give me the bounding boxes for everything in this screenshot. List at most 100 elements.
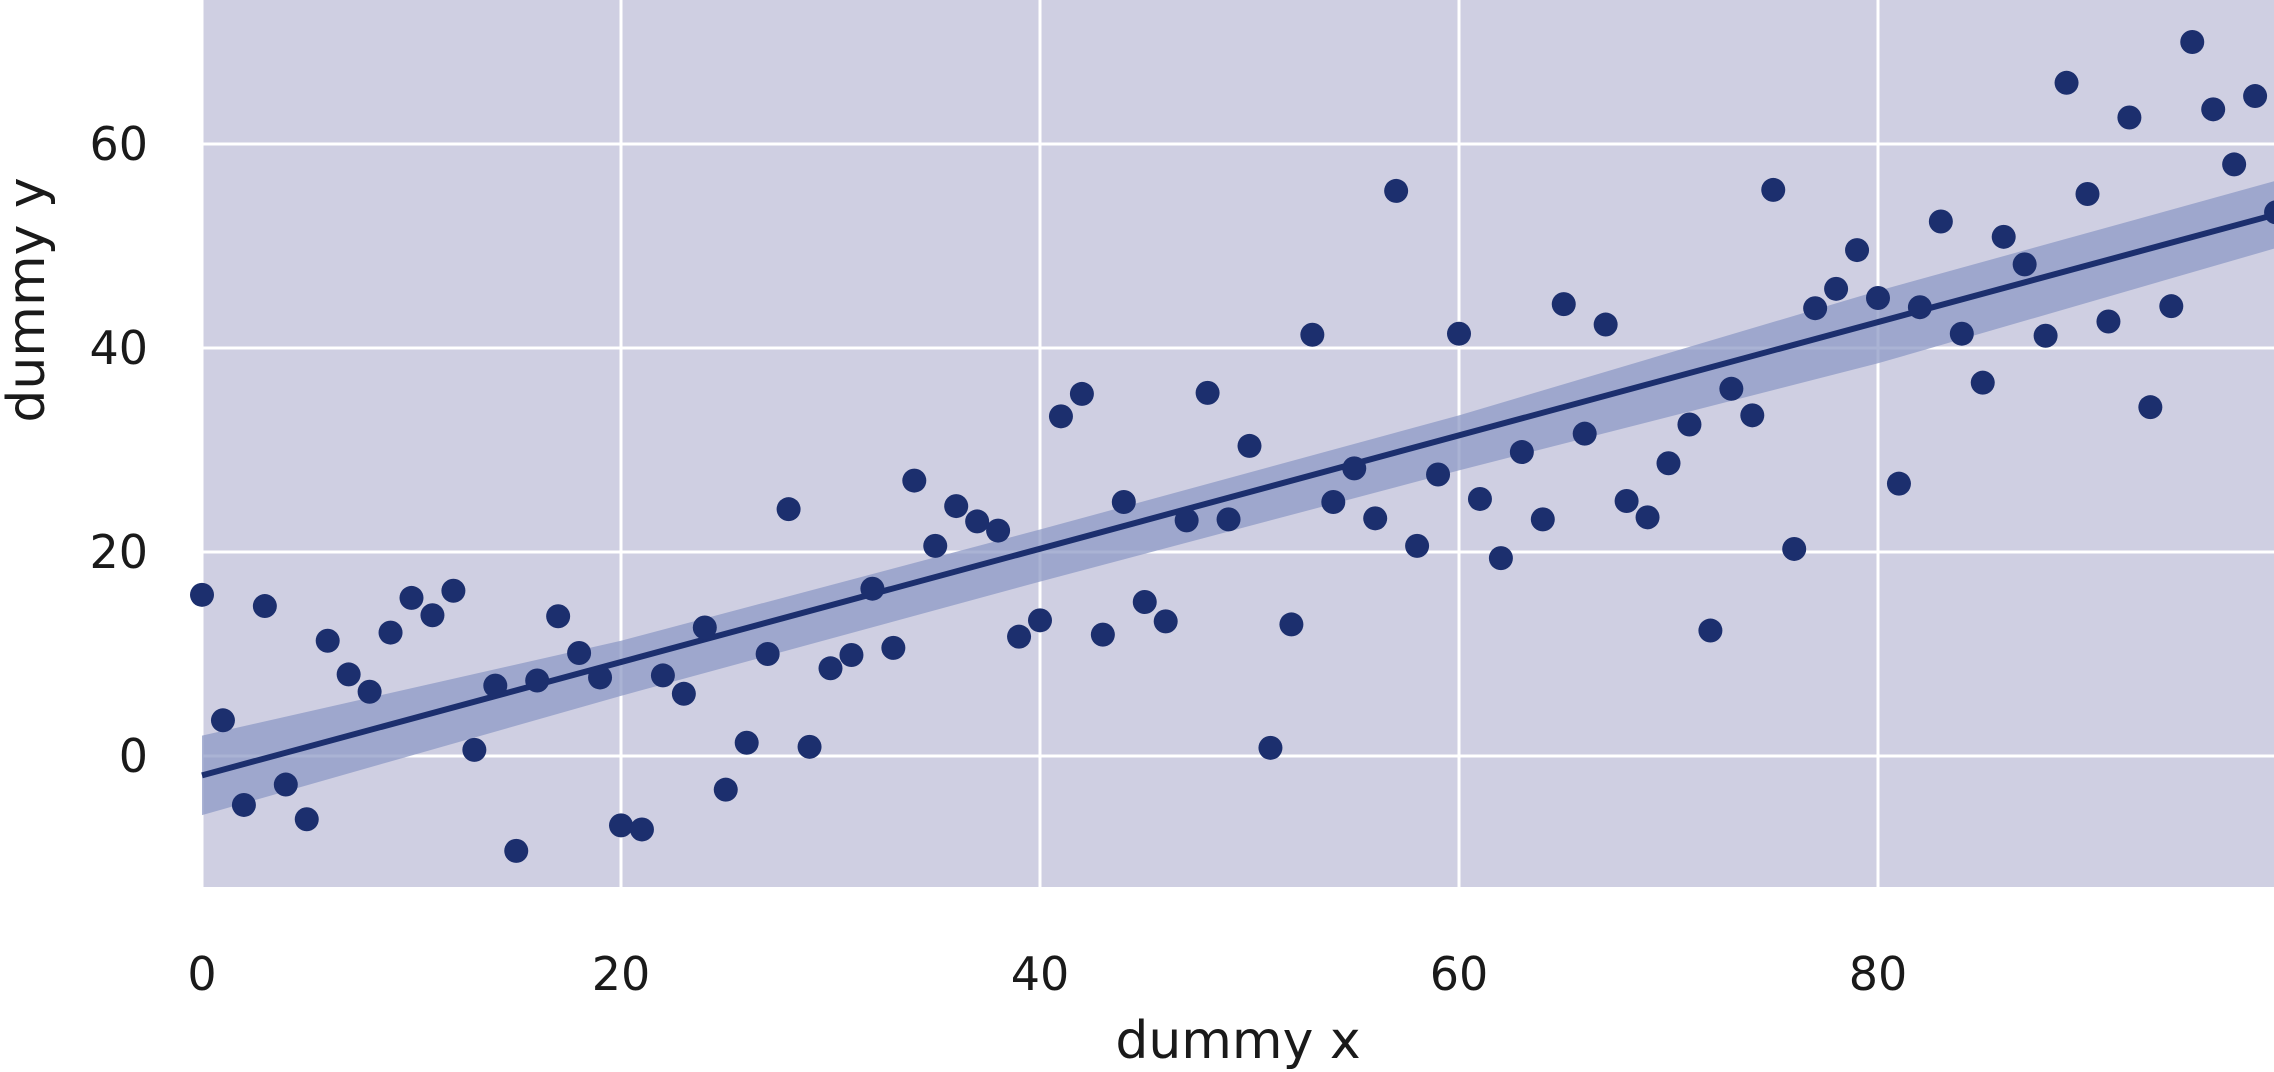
data-point <box>776 497 801 522</box>
data-point <box>1656 451 1681 476</box>
data-point <box>1866 286 1890 311</box>
data-point <box>2159 294 2184 319</box>
data-point <box>546 604 571 629</box>
data-point <box>567 640 592 665</box>
y-tick-label: 40 <box>89 321 148 375</box>
data-point <box>1007 624 1032 649</box>
data-point <box>504 838 529 863</box>
data-point <box>1028 608 1052 633</box>
data-point <box>525 668 550 693</box>
data-point <box>1048 404 1073 429</box>
data-point <box>881 635 906 660</box>
data-point <box>357 679 382 704</box>
data-point <box>315 628 340 653</box>
data-point <box>1279 612 1304 637</box>
x-tick-label: 80 <box>1849 947 1908 1001</box>
data-point <box>2138 395 2163 420</box>
data-point <box>2054 70 2079 95</box>
data-point <box>336 662 361 687</box>
data-point <box>2033 323 2058 348</box>
data-point <box>609 813 633 838</box>
data-point <box>483 673 508 698</box>
data-point <box>2096 309 2121 334</box>
data-point <box>986 518 1011 543</box>
data-point <box>1132 589 1157 614</box>
data-point <box>1824 276 1849 301</box>
data-point <box>1069 381 1094 406</box>
data-point <box>1677 412 1702 437</box>
data-point <box>860 576 885 601</box>
data-point <box>629 817 654 842</box>
data-point <box>462 737 487 762</box>
data-point <box>252 594 277 619</box>
data-point <box>1321 490 1346 515</box>
data-point <box>1467 486 1492 511</box>
x-tick-labels: 0 20 40 60 80 <box>187 947 1907 1001</box>
x-axis-label: dummy x <box>1115 1011 1360 1071</box>
data-point <box>1949 321 1974 346</box>
data-point <box>1635 505 1660 530</box>
data-point <box>2264 200 2274 225</box>
data-point <box>944 494 969 519</box>
data-point <box>734 730 759 755</box>
data-point <box>210 708 235 733</box>
data-point <box>231 792 256 817</box>
data-point <box>692 615 717 640</box>
data-point <box>1426 462 1451 487</box>
data-point <box>2243 84 2268 109</box>
y-tick-labels: 0 20 40 60 <box>89 117 148 783</box>
data-point <box>965 509 990 534</box>
data-point <box>1405 533 1430 558</box>
data-point <box>1237 433 1262 458</box>
data-point <box>1509 440 1534 465</box>
x-tick-label: 60 <box>1430 947 1489 1001</box>
y-tick-label: 0 <box>119 729 148 783</box>
grid-lines <box>200 0 2274 887</box>
data-point <box>1719 376 1744 401</box>
data-point <box>420 603 445 628</box>
x-tick-label: 0 <box>187 947 216 1001</box>
data-point <box>1195 380 1220 405</box>
data-point <box>1803 296 1828 321</box>
data-point <box>1488 546 1513 571</box>
data-point <box>797 734 822 759</box>
data-point <box>902 468 927 493</box>
data-point <box>1551 292 1576 317</box>
y-axis-label: dummy y <box>0 177 57 422</box>
data-point <box>378 620 403 645</box>
data-point <box>1593 312 1618 337</box>
data-point <box>2117 105 2142 130</box>
data-point <box>1970 370 1995 395</box>
data-point <box>1928 209 1953 234</box>
data-point <box>818 656 843 681</box>
data-point <box>1363 506 1388 531</box>
data-point <box>1572 421 1597 446</box>
data-point <box>294 807 319 832</box>
data-point <box>2201 97 2226 122</box>
data-point <box>1174 508 1199 533</box>
y-tick-label: 60 <box>89 117 148 171</box>
data-point <box>2012 252 2037 277</box>
y-tick-label: 20 <box>89 525 148 579</box>
data-point <box>1447 321 1471 346</box>
data-point <box>2222 152 2247 177</box>
data-point <box>1530 507 1555 532</box>
data-point <box>1300 322 1325 347</box>
data-points <box>190 30 2274 863</box>
data-point <box>588 665 613 690</box>
x-tick-label: 40 <box>1011 947 1070 1001</box>
data-point <box>1384 178 1409 203</box>
data-point <box>713 777 738 802</box>
data-point <box>1614 489 1639 513</box>
data-point <box>1886 471 1911 496</box>
data-point <box>190 582 214 607</box>
data-point <box>1991 224 2016 249</box>
data-point <box>2180 30 2205 54</box>
data-point <box>399 585 424 610</box>
data-point <box>1153 609 1178 634</box>
data-point <box>1342 456 1367 481</box>
data-point <box>2075 181 2100 206</box>
data-point <box>650 663 675 688</box>
data-point <box>273 772 298 797</box>
